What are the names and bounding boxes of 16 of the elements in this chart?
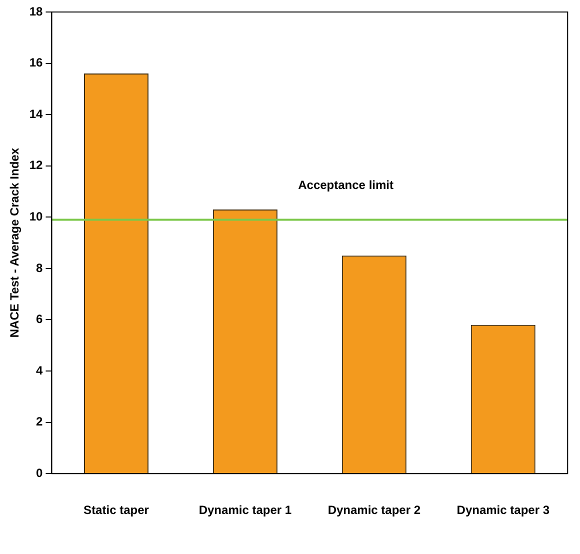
ref-line-label: Acceptance limit	[298, 178, 394, 192]
y-tick-label: 8	[36, 260, 44, 275]
y-tick-label: 0	[36, 466, 44, 480]
y-tick-label: 14	[29, 106, 44, 121]
y-tick-label: 2	[36, 414, 44, 429]
x-tick-label: Dynamic taper 3	[456, 503, 550, 518]
y-axis-title: NACE Test - Average Crack Index	[8, 148, 22, 338]
x-tick-label: Static taper	[84, 503, 150, 518]
y-tick-label: 18	[29, 4, 44, 18]
y-tick-label: 12	[29, 158, 44, 172]
x-tick-label: Dynamic taper 2	[328, 503, 421, 518]
y-tick-label: 6	[36, 312, 44, 326]
y-tick-label: 16	[29, 56, 44, 70]
x-tick-label: Dynamic taper 1	[198, 503, 292, 518]
y-tick-label: 4	[36, 363, 44, 378]
y-tick-label: 10	[29, 209, 44, 224]
